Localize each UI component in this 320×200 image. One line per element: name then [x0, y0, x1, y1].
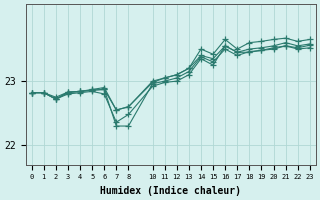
X-axis label: Humidex (Indice chaleur): Humidex (Indice chaleur): [100, 186, 241, 196]
